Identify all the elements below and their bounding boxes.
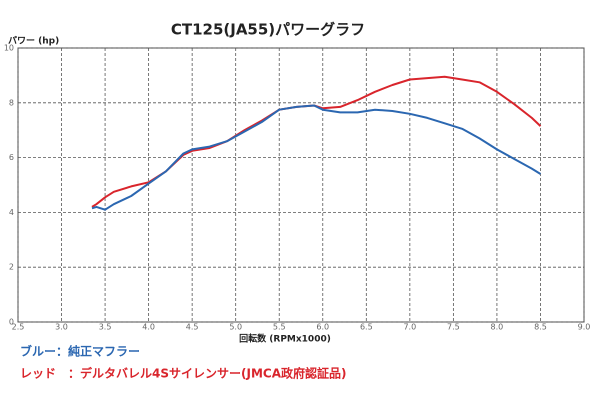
- y-axis-label: パワー (hp): [8, 35, 59, 47]
- x-tick-label: 6.5: [360, 323, 373, 332]
- plot-frame: [17, 47, 585, 323]
- y-tick-label: 0: [9, 318, 14, 327]
- x-tick-label: 7.5: [447, 323, 460, 332]
- x-tick-label: 7.0: [403, 323, 416, 332]
- x-tick-label: 8.0: [491, 323, 504, 332]
- legend-note: レッド ：デルタバレル4Sサイレンサー(JMCA政府認証品): [20, 366, 346, 381]
- x-tick-label: 4.0: [142, 323, 155, 332]
- x-tick-label: 4.5: [186, 323, 199, 332]
- power-line: [91, 75, 542, 208]
- chart-title: CT125(JA55)パワーグラフ: [171, 21, 365, 39]
- y-tick-label: 4: [9, 208, 14, 217]
- y-tick-label: 2: [9, 263, 14, 272]
- x-tick-label: 6.0: [316, 323, 329, 332]
- x-tick-label: 3.5: [99, 323, 112, 332]
- x-tick-label: 8.5: [534, 323, 547, 332]
- x-tick-label: 2.5: [12, 323, 25, 332]
- power-line: [91, 104, 542, 211]
- y-tick-label: 8: [9, 98, 14, 107]
- x-tick-label: 5.0: [229, 323, 242, 332]
- x-tick-label: 5.5: [273, 323, 286, 332]
- y-tick-label: 6: [9, 153, 14, 162]
- legend-note: ブルー：純正マフラー: [20, 344, 140, 359]
- x-tick-label: 9.0: [578, 323, 591, 332]
- y-tick-label: 10: [4, 44, 14, 53]
- x-tick-label: 3.0: [55, 323, 68, 332]
- x-axis-label: 回転数 (RPMx1000): [239, 333, 331, 345]
